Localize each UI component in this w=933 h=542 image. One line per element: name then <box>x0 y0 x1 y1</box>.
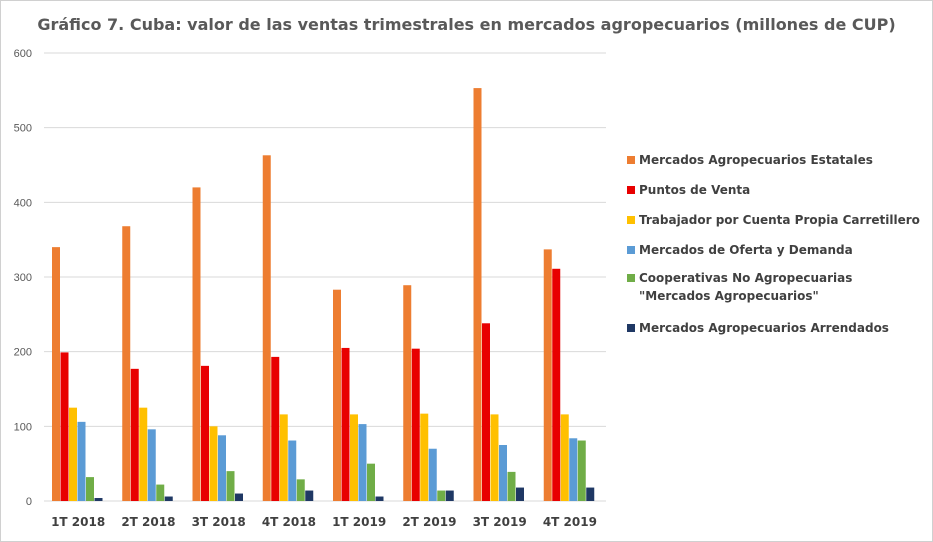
bar <box>473 88 482 502</box>
bar <box>52 247 60 501</box>
bar <box>577 440 586 501</box>
bar <box>375 496 384 501</box>
legend-item: Puntos de Venta <box>627 181 927 199</box>
bar <box>60 352 69 501</box>
bar <box>341 347 350 501</box>
bar <box>69 407 77 501</box>
x-tick-label: 1T 2019 <box>332 515 386 529</box>
bar <box>560 414 569 501</box>
bar <box>77 421 86 501</box>
legend-item: Cooperativas No Agropecuarias "Mercados … <box>627 269 927 305</box>
y-tick-label: 100 <box>14 421 32 433</box>
legend-item: Trabajador por Cuenta Propia Carretiller… <box>627 211 927 229</box>
bar <box>218 435 226 501</box>
bar <box>201 365 209 501</box>
y-axis-ticks: 0 100 200 300 400 500 600 <box>14 48 32 508</box>
bar <box>288 440 297 501</box>
legend-label: Trabajador por Cuenta Propia Carretiller… <box>639 213 920 227</box>
bar <box>235 493 243 501</box>
y-tick-label: 400 <box>14 197 32 209</box>
bar <box>552 268 561 501</box>
bar <box>156 484 165 501</box>
bar <box>437 490 446 501</box>
legend-item: Mercados de Oferta y Demanda <box>627 241 927 259</box>
bar <box>586 487 595 501</box>
bar <box>296 479 305 501</box>
bar <box>333 289 341 501</box>
bar <box>569 438 578 501</box>
legend-swatch <box>627 246 635 254</box>
legend-label: Mercados Agropecuarios Estatales <box>639 153 873 167</box>
bar <box>94 498 103 501</box>
bar <box>130 368 139 501</box>
legend-item: Mercados Agropecuarios Estatales <box>627 151 927 169</box>
legend-swatch <box>627 156 635 164</box>
legend-swatch <box>627 186 635 194</box>
bar <box>271 356 280 501</box>
y-tick-label: 600 <box>14 48 32 60</box>
bar <box>262 155 271 501</box>
bar <box>209 426 218 501</box>
bar <box>86 477 94 501</box>
bar <box>428 448 437 501</box>
x-tick-label: 4T 2019 <box>543 515 597 529</box>
x-tick-label: 1T 2018 <box>51 515 105 529</box>
bar <box>507 471 516 501</box>
legend-label: Puntos de Venta <box>639 183 751 197</box>
bar <box>420 413 429 501</box>
bar <box>226 471 235 501</box>
bar <box>192 187 201 501</box>
y-tick-label: 300 <box>14 272 32 284</box>
bar <box>350 414 358 501</box>
y-tick-label: 500 <box>14 123 32 135</box>
x-tick-label: 2T 2019 <box>402 515 456 529</box>
legend-label: Mercados de Oferta y Demanda <box>639 243 853 257</box>
legend-swatch <box>627 324 635 332</box>
legend-swatch <box>627 274 635 282</box>
bar <box>305 490 314 501</box>
legend: Mercados Agropecuarios Estatales Puntos d… <box>627 151 927 337</box>
bar <box>139 407 148 501</box>
y-tick-label: 0 <box>26 496 32 508</box>
y-tick-label: 200 <box>14 347 32 359</box>
bar <box>482 323 490 501</box>
x-axis-ticks: 1T 2018 2T 2018 3T 2018 4T 2018 1T 2019 2T 20… <box>51 515 597 529</box>
bar <box>516 487 524 501</box>
bar <box>164 496 173 501</box>
bar <box>279 414 288 501</box>
legend-item: Mercados Agropecuarios Arrendados <box>627 319 927 337</box>
bar <box>499 445 507 501</box>
legend-swatch <box>627 216 635 224</box>
bar <box>147 429 156 501</box>
x-tick-label: 3T 2018 <box>192 515 246 529</box>
x-tick-label: 3T 2019 <box>473 515 527 529</box>
legend-label: Mercados Agropecuarios Arrendados <box>639 321 889 335</box>
x-tick-label: 2T 2018 <box>121 515 175 529</box>
bar <box>403 285 412 501</box>
bar <box>122 226 131 501</box>
bar <box>543 249 552 501</box>
chart-title: Gráfico 7. Cuba: valor de las ventas tri… <box>37 15 896 34</box>
x-tick-label: 4T 2018 <box>262 515 316 529</box>
bar <box>358 424 367 501</box>
bars <box>52 88 595 502</box>
bar <box>367 463 375 501</box>
bar <box>490 414 499 501</box>
bar <box>411 348 420 501</box>
bar <box>445 490 454 501</box>
legend-label: Cooperativas No Agropecuarias "Mercados … <box>639 271 853 303</box>
